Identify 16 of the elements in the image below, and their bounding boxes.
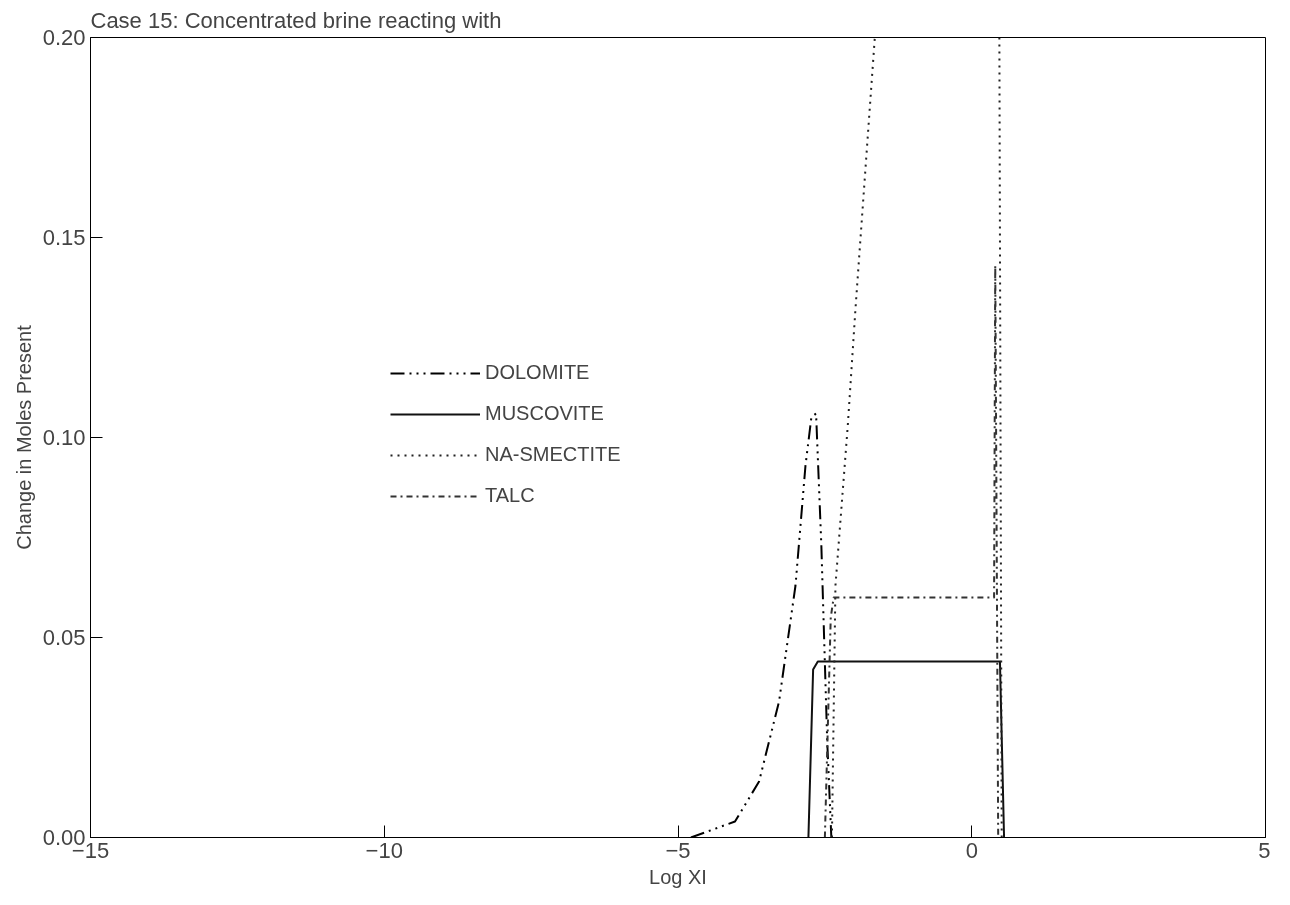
- y-tick-label: 0.10: [42, 425, 86, 450]
- x-tick-label: 5: [1258, 837, 1271, 863]
- x-tick-label: 0: [965, 837, 978, 863]
- x-tick-label: −10: [365, 837, 403, 863]
- y-tick-label: 0.00: [42, 825, 86, 850]
- x-tick-label: −5: [665, 837, 691, 863]
- y-tick-label: 0.05: [42, 625, 86, 650]
- y-tick-label: 0.20: [42, 25, 86, 50]
- legend-label: TALC: [485, 484, 535, 507]
- legend-label: NA-SMECTITE: [485, 443, 621, 466]
- legend-label: DOLOMITE: [485, 361, 590, 384]
- x-axis-title: Log XI: [649, 865, 707, 888]
- chart-title: Case 15: Concentrated brine reacting with: [90, 7, 502, 33]
- legend-label: MUSCOVITE: [485, 402, 604, 425]
- y-tick-label: 0.15: [42, 225, 86, 250]
- y-axis-title: Change in Moles Present: [12, 324, 35, 550]
